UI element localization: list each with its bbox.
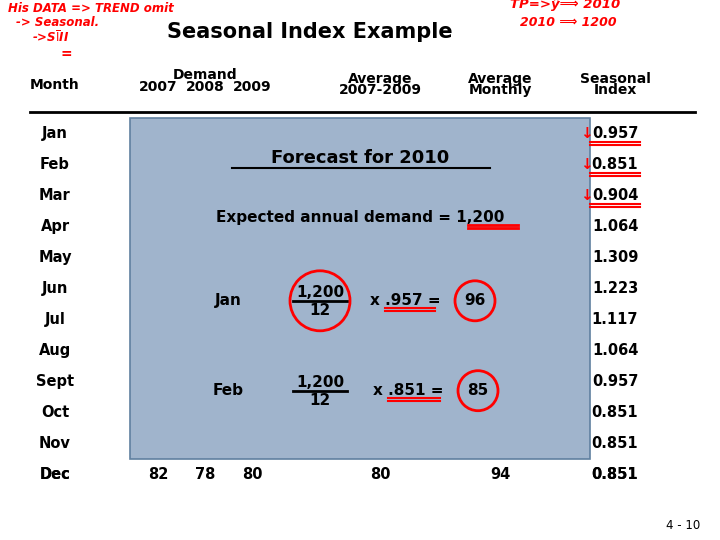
Text: 1.117: 1.117 — [592, 312, 638, 327]
Text: 0.957: 0.957 — [592, 374, 638, 389]
Text: 0.851: 0.851 — [592, 467, 639, 482]
Text: 2008: 2008 — [186, 80, 225, 94]
Text: May: May — [38, 250, 72, 265]
Text: ↓: ↓ — [580, 126, 593, 141]
Text: Jan: Jan — [215, 293, 241, 308]
Text: -> Seasonal.: -> Seasonal. — [16, 16, 99, 29]
Text: ->S$\overline{\rm I}$II: ->S$\overline{\rm I}$II — [32, 29, 69, 45]
Text: 0.957: 0.957 — [592, 126, 638, 141]
Text: Forecast for 2010: Forecast for 2010 — [271, 149, 449, 167]
Text: 0.851: 0.851 — [592, 436, 639, 451]
Text: 94: 94 — [490, 467, 510, 482]
FancyBboxPatch shape — [130, 118, 590, 459]
Text: Apr: Apr — [40, 219, 70, 234]
Text: Seasonal: Seasonal — [580, 72, 650, 86]
Text: 85: 85 — [467, 383, 489, 398]
Text: ↓: ↓ — [580, 188, 593, 203]
Text: Expected annual demand = 1,200: Expected annual demand = 1,200 — [216, 210, 504, 225]
Text: Average: Average — [468, 72, 532, 86]
Text: ↓: ↓ — [580, 157, 593, 172]
Text: Jan: Jan — [42, 126, 68, 141]
Text: His DATA => TREND omit: His DATA => TREND omit — [8, 2, 174, 15]
Text: 0.851: 0.851 — [592, 405, 639, 420]
Text: Feb: Feb — [212, 383, 243, 398]
Text: Demand: Demand — [173, 68, 238, 82]
Text: Seasonal Index Example: Seasonal Index Example — [167, 22, 453, 42]
Text: Month: Month — [30, 78, 80, 92]
Text: 82: 82 — [148, 467, 168, 482]
Text: 80: 80 — [242, 467, 262, 482]
Text: Average: Average — [348, 72, 413, 86]
Text: 1,200: 1,200 — [296, 285, 344, 300]
Text: 0.851: 0.851 — [592, 467, 639, 482]
Text: 96: 96 — [464, 293, 486, 308]
Text: Dec: Dec — [40, 467, 71, 482]
Text: 0.904: 0.904 — [592, 188, 638, 203]
Text: Sept: Sept — [36, 374, 74, 389]
Text: 2009: 2009 — [233, 80, 271, 94]
Text: Monthly: Monthly — [468, 83, 531, 97]
Text: 1.223: 1.223 — [592, 281, 638, 296]
Text: Jun: Jun — [42, 281, 68, 296]
Text: 2007-2009: 2007-2009 — [338, 83, 421, 97]
Text: 1.064: 1.064 — [592, 219, 638, 234]
Text: Jul: Jul — [45, 312, 66, 327]
Text: 1.309: 1.309 — [592, 250, 638, 265]
Text: Feb: Feb — [40, 157, 70, 172]
Text: =: = — [60, 47, 71, 61]
Text: 12: 12 — [310, 303, 330, 318]
Text: Dec: Dec — [40, 467, 71, 482]
Text: Oct: Oct — [41, 405, 69, 420]
Text: 78: 78 — [195, 467, 215, 482]
Text: Nov: Nov — [39, 436, 71, 451]
Text: 1,200: 1,200 — [296, 375, 344, 390]
Text: 2007: 2007 — [139, 80, 177, 94]
Text: Aug: Aug — [39, 343, 71, 358]
Text: 2010 ⟹ 1200: 2010 ⟹ 1200 — [520, 16, 616, 29]
Text: TP=>ŷ⟹ 2010: TP=>ŷ⟹ 2010 — [510, 0, 620, 11]
Text: 80: 80 — [370, 467, 390, 482]
Text: 1.064: 1.064 — [592, 343, 638, 358]
Text: x .957 =: x .957 = — [369, 293, 441, 308]
Text: Mar: Mar — [39, 188, 71, 203]
Text: 4 - 10: 4 - 10 — [666, 519, 700, 532]
Text: x .851 =: x .851 = — [373, 383, 444, 398]
Text: 0.851: 0.851 — [592, 157, 639, 172]
Text: Index: Index — [593, 83, 636, 97]
Text: 12: 12 — [310, 393, 330, 408]
